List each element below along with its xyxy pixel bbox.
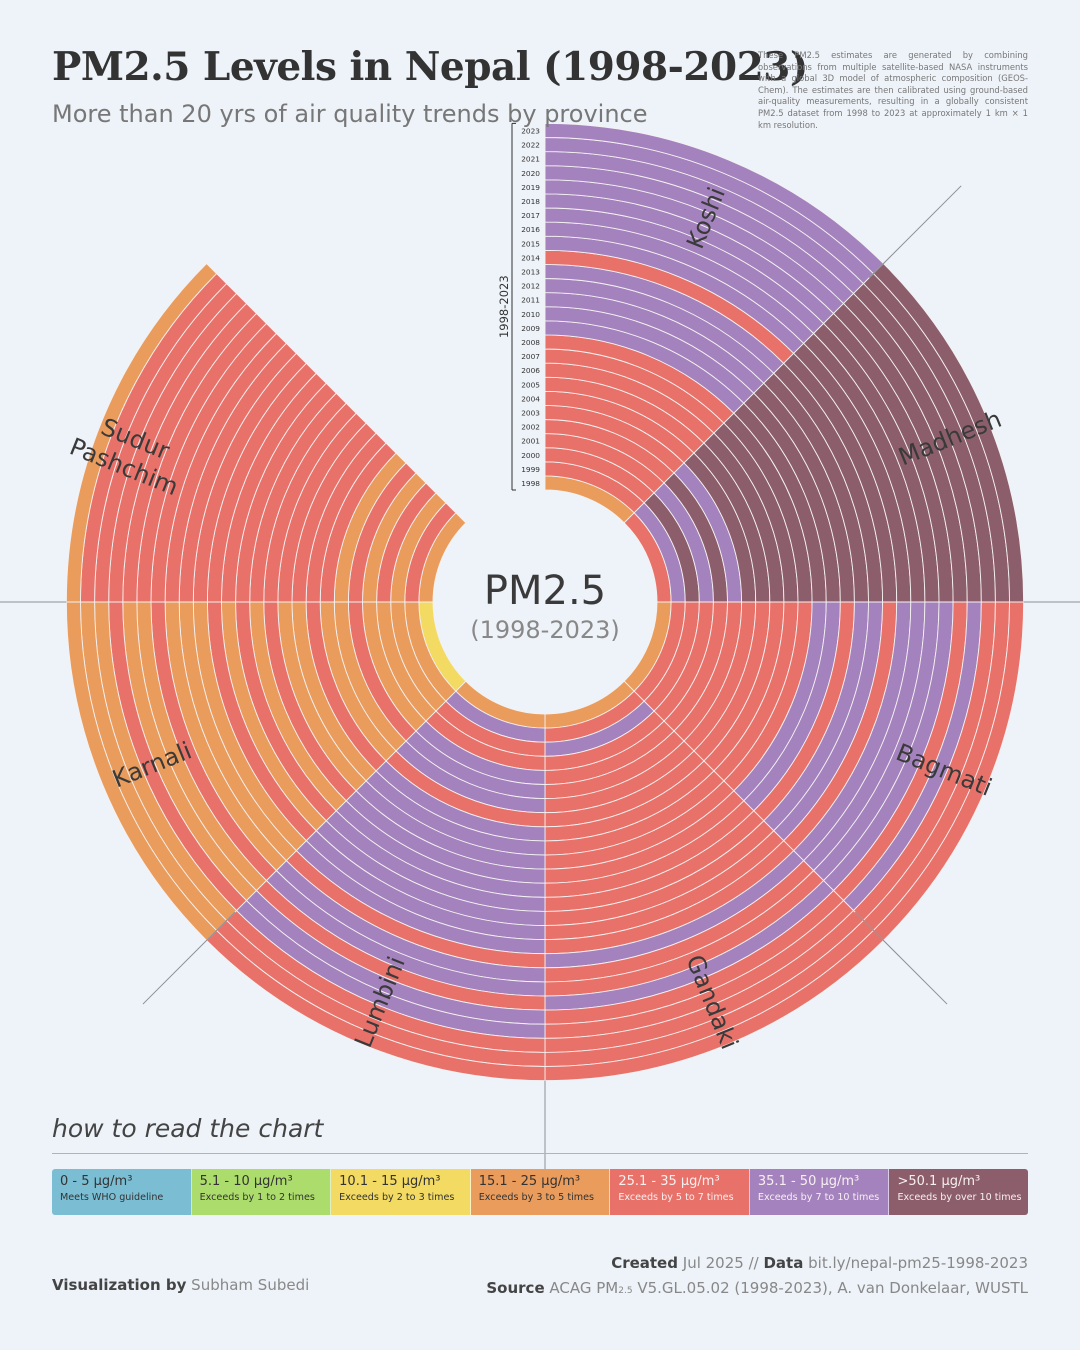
center-sublabel: (1998-2023) <box>470 616 620 644</box>
legend-desc: Exceeds by 3 to 5 times <box>478 1192 594 1203</box>
legend-range: 5.1 - 10 µg/m³ <box>199 1174 293 1189</box>
legend-desc: Meets WHO guideline <box>60 1192 164 1203</box>
year-tick-label: 2003 <box>521 408 540 417</box>
credits-right: Created Jul 2025 // Data bit.ly/nepal-pm… <box>486 1251 1028 1304</box>
source-value: ACAG PM <box>549 1279 619 1297</box>
legend-range: 35.1 - 50 µg/m³ <box>757 1174 860 1189</box>
year-tick-label: 2004 <box>521 394 540 403</box>
legend-range: 10.1 - 15 µg/m³ <box>339 1174 441 1189</box>
ring-segment <box>65 262 218 603</box>
page-subtitle: More than 20 yrs of air quality trends b… <box>52 100 648 128</box>
page-title: PM2.5 Levels in Nepal (1998-2023) <box>52 44 808 90</box>
data-link[interactable]: bit.ly/nepal-pm25-1998-2023 <box>808 1254 1028 1272</box>
separator: // <box>748 1254 759 1272</box>
legend-desc: Exceeds by 5 to 7 times <box>618 1192 734 1203</box>
how-to-read-heading: how to read the chart <box>52 1114 324 1143</box>
source-value-rest: V5.GL.05.02 (1998-2023), A. van Donkelaa… <box>632 1279 1028 1297</box>
year-tick-label: 2011 <box>521 296 540 305</box>
year-tick-label: 2000 <box>521 451 540 460</box>
divider-line <box>854 911 948 1005</box>
year-tick-label: 1999 <box>521 465 540 474</box>
divider <box>52 1153 1028 1154</box>
year-tick-label: 2001 <box>521 437 540 446</box>
center-label: PM2.5 <box>484 568 606 614</box>
source-line: Source ACAG PM2.5 V5.GL.05.02 (1998-2023… <box>486 1276 1028 1304</box>
year-tick-label: 2019 <box>521 183 540 192</box>
year-tick-label: 2020 <box>521 169 540 178</box>
year-tick-label: 2021 <box>521 155 540 164</box>
source-label: Source <box>486 1279 545 1297</box>
color-legend: 0 - 5 µg/m³ Meets WHO guideline 5.1 - 10… <box>52 1169 1028 1215</box>
methodology-note: These PM2.5 estimates are generated by c… <box>758 50 1028 130</box>
legend-range: 25.1 - 35 µg/m³ <box>618 1174 720 1189</box>
source-subscript: 2.5 <box>618 1286 633 1296</box>
legend-range: 15.1 - 25 µg/m³ <box>478 1174 581 1189</box>
viz-label: Visualization by <box>52 1276 187 1294</box>
year-tick-label: 2022 <box>521 141 540 150</box>
legend-desc: Exceeds by over 10 times <box>897 1192 1022 1203</box>
year-tick-label: 2008 <box>521 338 540 347</box>
legend-item-0: 0 - 5 µg/m³ Meets WHO guideline <box>52 1169 192 1215</box>
year-axis-label: 1998-2023 <box>497 275 511 338</box>
year-tick-label: 2014 <box>521 253 540 262</box>
divider-line <box>868 185 962 279</box>
year-tick-label: 2018 <box>521 197 540 206</box>
year-tick-label: 2016 <box>521 225 540 234</box>
legend-item-3: 15.1 - 25 µg/m³ Exceeds by 3 to 5 times <box>470 1169 611 1215</box>
year-tick-label: 2017 <box>521 211 540 220</box>
year-tick-label: 2009 <box>521 324 540 333</box>
data-label: Data <box>763 1254 804 1272</box>
year-tick-label: 1998 <box>521 479 540 488</box>
viz-author: Subham Subedi <box>191 1276 310 1294</box>
legend-item-5: 35.1 - 50 µg/m³ Exceeds by 7 to 10 times <box>749 1169 890 1215</box>
year-tick-label: 2005 <box>521 380 540 389</box>
year-tick-label: 2023 <box>521 126 540 135</box>
divider-line <box>142 911 236 1005</box>
legend-range: >50.1 µg/m³ <box>897 1174 981 1189</box>
legend-item-6: >50.1 µg/m³ Exceeds by over 10 times <box>889 1169 1028 1215</box>
created-value: Jul 2025 <box>682 1254 744 1272</box>
credits-left: Visualization by Subham Subedi <box>52 1276 309 1294</box>
year-tick-label: 2012 <box>521 282 540 291</box>
legend-range: 0 - 5 µg/m³ <box>60 1174 133 1189</box>
created-label: Created <box>611 1254 678 1272</box>
legend-desc: Exceeds by 2 to 3 times <box>339 1192 455 1203</box>
year-tick-label: 2006 <box>521 366 540 375</box>
year-tick-label: 2002 <box>521 423 540 432</box>
rings-group <box>65 122 1025 1082</box>
legend-desc: Exceeds by 7 to 10 times <box>757 1192 880 1203</box>
legend-item-2: 10.1 - 15 µg/m³ Exceeds by 2 to 3 times <box>331 1169 471 1215</box>
legend-item-1: 5.1 - 10 µg/m³ Exceeds by 1 to 2 times <box>191 1169 332 1215</box>
year-tick-label: 2007 <box>521 352 540 361</box>
year-tick-label: 2013 <box>521 267 540 276</box>
legend-desc: Exceeds by 1 to 2 times <box>199 1192 315 1203</box>
year-tick-label: 2015 <box>521 239 540 248</box>
legend-item-4: 25.1 - 35 µg/m³ Exceeds by 5 to 7 times <box>610 1169 750 1215</box>
created-line: Created Jul 2025 // Data bit.ly/nepal-pm… <box>486 1251 1028 1276</box>
year-tick-label: 2010 <box>521 310 540 319</box>
